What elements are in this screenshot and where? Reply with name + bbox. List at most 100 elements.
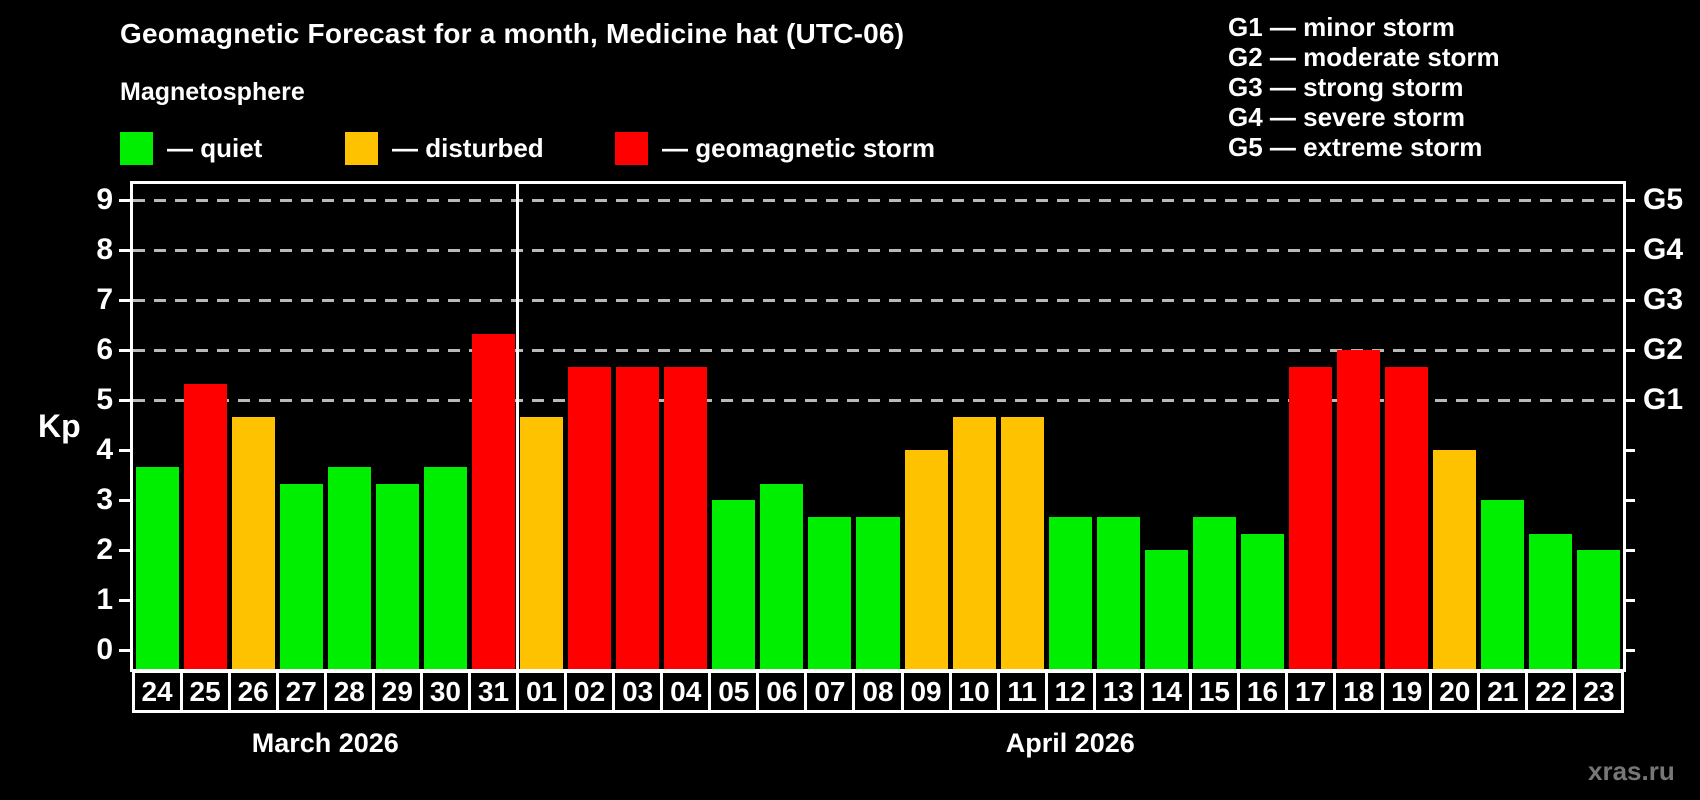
day-label-02: 02 <box>564 670 616 713</box>
y-axis-title: Kp <box>38 408 81 444</box>
kp-bar-day-04 <box>664 366 708 669</box>
kp-bar-day-31 <box>471 333 515 669</box>
month-label-april: April 2026 <box>1005 728 1135 758</box>
day-label-13: 13 <box>1092 670 1144 713</box>
y-axis-tick-label-2: 2 <box>96 533 113 566</box>
g-legend-line-3: G3 — strong storm <box>1228 72 1464 102</box>
day-label-27: 27 <box>275 670 327 713</box>
day-label-16: 16 <box>1236 670 1289 713</box>
legend-swatch-disturbed <box>345 131 378 165</box>
g-legend-line-2: G2 — moderate storm <box>1228 42 1500 72</box>
kp-bar-day-24 <box>135 466 179 669</box>
month-separator-line <box>516 184 520 669</box>
g-scale-legend: G1 — minor storm G2 — moderate storm G3 — … <box>1228 12 1500 162</box>
day-label-28: 28 <box>323 670 375 713</box>
right-axis-label-G3: G3 <box>1643 283 1684 316</box>
right-axis-label-G5: G5 <box>1643 183 1684 216</box>
y-axis-tick-4 <box>119 449 131 452</box>
chart-subtitle: Magnetosphere <box>120 78 305 106</box>
kp-bar-day-14 <box>1144 550 1188 669</box>
kp-bar-day-05 <box>712 500 756 669</box>
day-label-03: 03 <box>612 670 664 713</box>
day-label-23: 23 <box>1573 670 1625 713</box>
y-axis-tick-label-5: 5 <box>96 383 113 416</box>
day-label-15: 15 <box>1188 670 1240 713</box>
day-label-17: 17 <box>1285 670 1337 713</box>
right-axis-tick-0 <box>1623 649 1635 652</box>
day-label-05: 05 <box>708 670 760 713</box>
kp-bar-day-17 <box>1289 366 1333 669</box>
day-label-20: 20 <box>1429 670 1481 713</box>
right-axis-tick-2 <box>1623 549 1635 552</box>
right-axis-tick-5 <box>1623 399 1635 402</box>
gridline-kp7 <box>133 299 1623 302</box>
kp-bar-day-12 <box>1048 516 1092 669</box>
kp-bar-day-25 <box>183 383 227 669</box>
day-label-19: 19 <box>1381 670 1433 713</box>
kp-bar-day-09 <box>904 450 948 669</box>
legend-item-storm: — geomagnetic storm <box>615 131 935 165</box>
kp-bar-day-29 <box>375 483 419 669</box>
kp-bar-day-28 <box>327 466 371 669</box>
day-label-07: 07 <box>804 670 856 713</box>
kp-bar-day-22 <box>1529 533 1573 669</box>
day-label-11: 11 <box>996 670 1048 713</box>
y-axis-tick-6 <box>119 349 131 352</box>
right-axis-tick-4 <box>1623 449 1635 452</box>
day-label-04: 04 <box>660 670 712 713</box>
legend-label-storm: — geomagnetic storm <box>662 132 936 163</box>
kp-bar-day-16 <box>1240 533 1285 669</box>
day-label-30: 30 <box>419 670 471 713</box>
g-legend-line-4: G4 — severe storm <box>1228 102 1466 132</box>
kp-bar-day-11 <box>1000 416 1044 669</box>
kp-bar-day-08 <box>856 516 900 669</box>
day-label-18: 18 <box>1333 670 1385 713</box>
kp-bar-day-03 <box>616 366 660 669</box>
kp-bar-day-01 <box>520 416 564 669</box>
day-label-24: 24 <box>131 670 183 713</box>
right-axis-label-G2: G2 <box>1643 333 1684 366</box>
y-axis-tick-2 <box>119 549 131 552</box>
y-axis-tick-label-8: 8 <box>96 233 113 266</box>
kp-bar-day-26 <box>231 416 275 669</box>
legend-label-quiet: — quiet <box>167 132 263 163</box>
y-axis-tick-5 <box>119 399 131 402</box>
kp-bar-day-27 <box>279 483 323 669</box>
day-label-01: 01 <box>516 670 568 713</box>
day-label-29: 29 <box>371 670 423 713</box>
kp-bar-day-07 <box>808 516 852 669</box>
kp-bar-day-06 <box>760 483 804 669</box>
y-axis-tick-label-6: 6 <box>96 333 113 366</box>
kp-bar-day-15 <box>1192 516 1236 669</box>
right-axis-tick-7 <box>1623 299 1635 302</box>
right-axis-tick-1 <box>1623 599 1635 602</box>
month-label-march: March 2026 <box>251 728 399 758</box>
legend-label-disturbed: — disturbed <box>392 132 544 163</box>
kp-bar-day-30 <box>423 466 467 669</box>
day-label-26: 26 <box>227 670 279 713</box>
y-axis-tick-label-0: 0 <box>96 633 113 666</box>
y-axis-tick-8 <box>119 249 131 252</box>
y-axis-tick-label-1: 1 <box>96 583 113 616</box>
y-axis-tick-7 <box>119 299 131 302</box>
y-axis-tick-label-7: 7 <box>96 283 113 316</box>
day-label-09: 09 <box>900 670 952 713</box>
day-label-21: 21 <box>1477 670 1529 713</box>
kp-bar-day-02 <box>568 366 612 669</box>
right-axis-label-G4: G4 <box>1643 233 1684 266</box>
day-label-12: 12 <box>1044 670 1096 713</box>
watermark: xras.ru <box>1588 756 1675 786</box>
right-axis-tick-6 <box>1623 349 1635 352</box>
y-axis-tick-0 <box>119 649 131 652</box>
right-axis-tick-9 <box>1623 199 1635 202</box>
kp-bar-day-13 <box>1096 516 1140 669</box>
y-axis-tick-label-9: 9 <box>96 183 113 216</box>
legend-swatch-storm <box>615 131 648 165</box>
day-label-25: 25 <box>179 670 231 713</box>
y-axis-tick-label-3: 3 <box>96 483 113 516</box>
day-label-06: 06 <box>756 670 808 713</box>
gridline-kp8 <box>133 249 1623 252</box>
g-legend-line-1: G1 — minor storm <box>1228 12 1455 42</box>
kp-bar-day-23 <box>1577 550 1621 669</box>
